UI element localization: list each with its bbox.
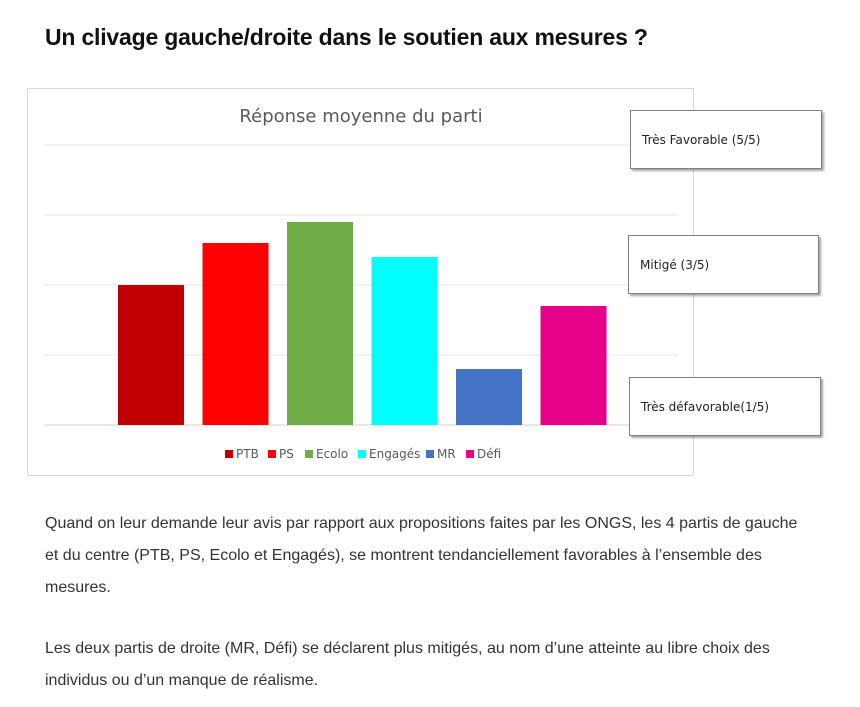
chart-frame: Réponse moyenne du parti PTB PS Ecolo Engag…: [27, 88, 694, 476]
bar-ps: [202, 243, 269, 425]
bar-ecolo: [287, 222, 353, 425]
callout-tres-favorable: Très Favorable (5/5): [630, 110, 822, 169]
bar-chart: Réponse moyenne du parti PTB PS Ecolo Engag…: [44, 106, 678, 461]
legend-swatch: [305, 450, 313, 458]
bar-engagés: [371, 257, 438, 425]
paragraph-1: Quand on leur demande leur avis par rapp…: [45, 515, 798, 596]
legend-label: Défi: [477, 447, 501, 461]
legend-label: Ecolo: [316, 447, 348, 461]
legend: PTB PS Ecolo Engagés MR Défi: [225, 447, 501, 461]
bars: [118, 222, 607, 425]
legend-swatch: [225, 450, 233, 458]
legend-label: PS: [279, 447, 294, 461]
bar-ptb: [118, 285, 184, 425]
legend-swatch: [426, 450, 434, 458]
legend-label: MR: [437, 447, 456, 461]
callout-tres-defavorable: Très défavorable(1/5): [629, 377, 821, 436]
chart-title: Réponse moyenne du parti: [239, 106, 482, 127]
callout-mitige: Mitigé (3/5): [628, 235, 819, 294]
bar-mr: [456, 369, 522, 425]
bar-défi: [540, 306, 607, 425]
legend-swatch: [268, 450, 276, 458]
legend-label: PTB: [236, 447, 259, 461]
legend-swatch: [358, 450, 366, 458]
legend-swatch: [466, 450, 474, 458]
article-heading: Un clivage gauche/droite dans le soutien…: [45, 24, 648, 50]
paragraph-2: Les deux partis de droite (MR, Défi) se …: [45, 640, 770, 689]
legend-label: Engagés: [369, 447, 420, 461]
